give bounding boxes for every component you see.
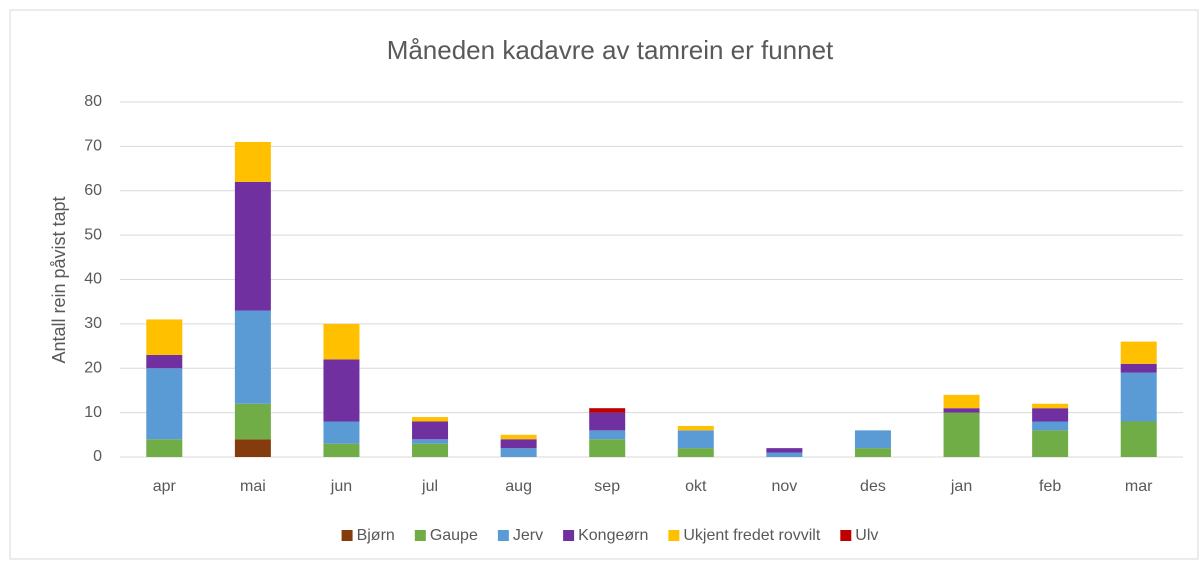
bar-segment — [412, 417, 449, 422]
x-tick-label: mai — [240, 478, 266, 495]
y-tick-label: 70 — [84, 138, 102, 155]
y-tick-label: 80 — [84, 93, 102, 110]
bar-segment — [1032, 408, 1069, 422]
x-tick-label: aug — [505, 478, 532, 495]
chart-title: Måneden kadavre av tamrein er funnet — [387, 35, 834, 65]
bar-segment — [146, 319, 183, 355]
bar-segment — [677, 448, 714, 457]
legend-swatch — [563, 530, 575, 541]
bar-segment — [943, 408, 980, 413]
y-tick-label: 20 — [84, 359, 102, 376]
bar-segment — [943, 412, 980, 457]
bar-segment — [1032, 421, 1069, 431]
bar-segment — [500, 448, 537, 457]
bar-segment — [146, 439, 183, 457]
bar-segment — [500, 439, 537, 449]
bar-segment — [234, 141, 271, 182]
bar-segment — [854, 448, 891, 457]
x-tick-label: jan — [950, 478, 972, 495]
bar-segment — [146, 368, 183, 440]
bar-segment — [234, 181, 271, 311]
bar-segment — [412, 421, 449, 440]
x-tick-label: okt — [685, 478, 707, 495]
bar-segment — [589, 412, 626, 431]
bar-segment — [1120, 341, 1157, 364]
bar-segment — [589, 430, 626, 440]
bar-segment — [234, 310, 271, 404]
bar-segment — [500, 434, 537, 440]
x-tick-label: feb — [1039, 478, 1061, 495]
legend-label: Jerv — [513, 527, 543, 544]
chart-border — [9, 9, 1199, 560]
bar-segment — [323, 359, 360, 422]
bar-segment — [323, 421, 360, 444]
y-axis-label: Antall rein påvist tapt — [49, 196, 69, 363]
x-tick-label: mar — [1125, 478, 1153, 495]
bar-segment — [1032, 403, 1069, 409]
bar-segment — [589, 408, 626, 413]
legend-swatch — [840, 530, 852, 541]
legend-swatch — [497, 530, 509, 541]
legend-swatch — [414, 530, 426, 541]
bar-segment — [677, 425, 714, 431]
legend-label: Bjørn — [357, 527, 395, 544]
x-tick-label: jul — [421, 478, 438, 495]
legend-label: Kongeørn — [578, 527, 648, 544]
x-tick-label: apr — [153, 478, 177, 495]
bar-segment — [323, 443, 360, 457]
bar-segment — [766, 452, 803, 457]
legend-swatch — [341, 530, 353, 541]
bar-segment — [234, 439, 271, 457]
bar-segment — [1032, 430, 1069, 457]
x-tick-label: des — [860, 478, 886, 495]
x-tick-label: sep — [594, 478, 620, 495]
bar-segment — [1120, 363, 1157, 373]
x-tick-label: nov — [771, 478, 797, 495]
y-tick-label: 30 — [84, 315, 102, 332]
bar-segment — [323, 323, 360, 360]
legend-label: Gaupe — [430, 527, 478, 544]
legend-label: Ukjent fredet rovvilt — [683, 527, 820, 544]
bar-segment — [234, 403, 271, 440]
x-tick-label: jun — [330, 478, 352, 495]
y-tick-label: 40 — [84, 271, 102, 288]
bar-segment — [1120, 372, 1157, 422]
legend-swatch — [668, 530, 680, 541]
y-tick-label: 10 — [84, 404, 102, 421]
legend-label: Ulv — [855, 527, 878, 544]
bar-segment — [943, 394, 980, 409]
bar-segment — [412, 439, 449, 444]
bar-segment — [766, 448, 803, 453]
bar-segment — [589, 439, 626, 457]
bar-segment — [854, 430, 891, 449]
bar-segment — [677, 430, 714, 449]
bar-segment — [1120, 421, 1157, 457]
y-tick-label: 60 — [84, 182, 102, 199]
y-tick-label: 50 — [84, 226, 102, 243]
bar-segment — [146, 354, 183, 369]
y-tick-label: 0 — [93, 448, 102, 465]
bar-segment — [412, 443, 449, 457]
